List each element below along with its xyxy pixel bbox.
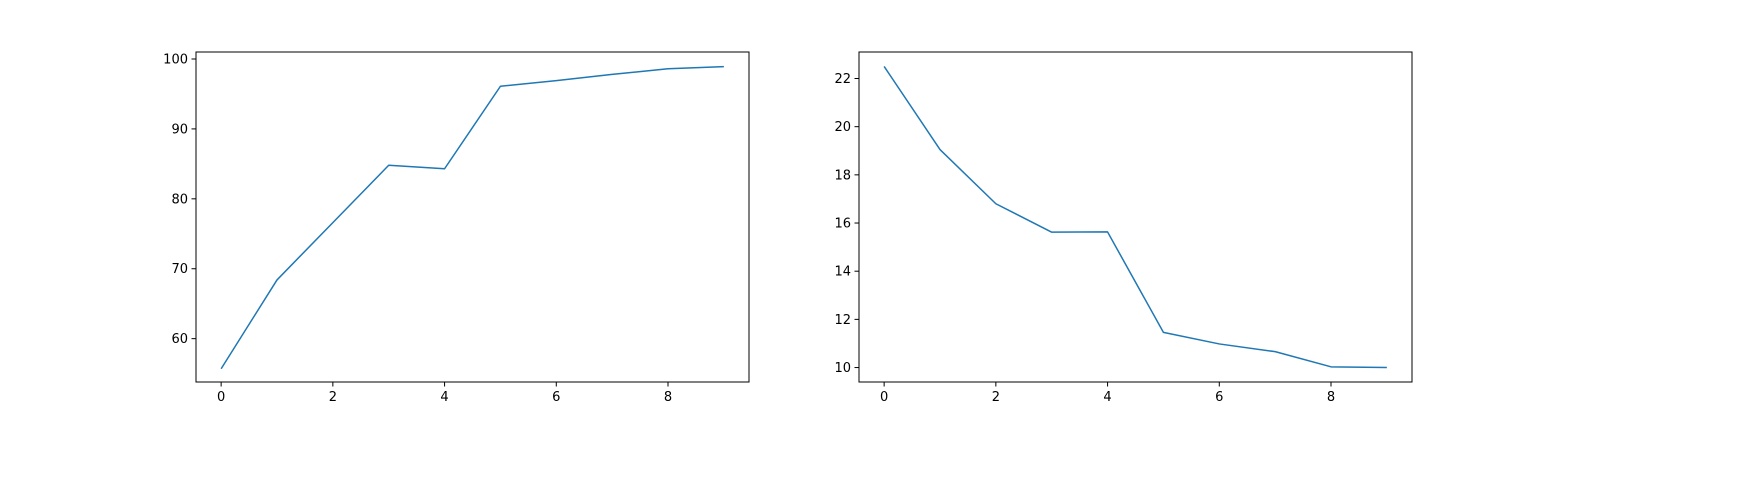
- left-chart-x-tick-label-0: 0: [217, 390, 225, 405]
- left-chart-x-tick-label-4: 4: [440, 390, 448, 405]
- right-chart-y-tick-label-16: 16: [834, 217, 851, 232]
- right-chart-axes-frame: [858, 51, 1413, 383]
- right-chart-y-tick-label-22: 22: [834, 72, 851, 87]
- left-chart-y-tick-label-70: 70: [171, 262, 188, 277]
- left-chart: 0 2 4 6 8 60 70 80 90 100: [163, 51, 750, 405]
- left-chart-y-tick-label-100: 100: [163, 52, 188, 67]
- right-chart-y-tick-label-18: 18: [834, 168, 851, 183]
- right-chart-x-tick-label-8: 8: [1327, 390, 1335, 405]
- left-chart-axes-frame: [195, 51, 750, 383]
- right-chart-y-tick-label-10: 10: [834, 361, 851, 376]
- left-chart-y-tick-label-90: 90: [171, 122, 188, 137]
- left-chart-x-tick-label-6: 6: [552, 390, 560, 405]
- right-chart-y-tick-label-14: 14: [834, 265, 851, 280]
- right-chart: 0 2 4 6 8 10 12 14 16 18 20 22: [834, 51, 1413, 405]
- right-chart-series-line-0: [883, 66, 1387, 369]
- left-chart-y-tick-label-60: 60: [171, 332, 188, 347]
- right-chart-x-tick-label-2: 2: [992, 390, 1000, 405]
- left-chart-x-tick-label-8: 8: [664, 390, 672, 405]
- right-chart-x-tick-label-0: 0: [880, 390, 888, 405]
- right-chart-y-tick-label-12: 12: [834, 313, 851, 328]
- right-chart-x-tick-label-4: 4: [1103, 390, 1111, 405]
- left-chart-series-line-0: [220, 65, 724, 370]
- right-chart-x-tick-label-6: 6: [1215, 390, 1223, 405]
- right-chart-y-tick-label-20: 20: [834, 120, 851, 135]
- left-chart-y-tick-label-80: 80: [171, 192, 188, 207]
- left-chart-x-tick-label-2: 2: [329, 390, 337, 405]
